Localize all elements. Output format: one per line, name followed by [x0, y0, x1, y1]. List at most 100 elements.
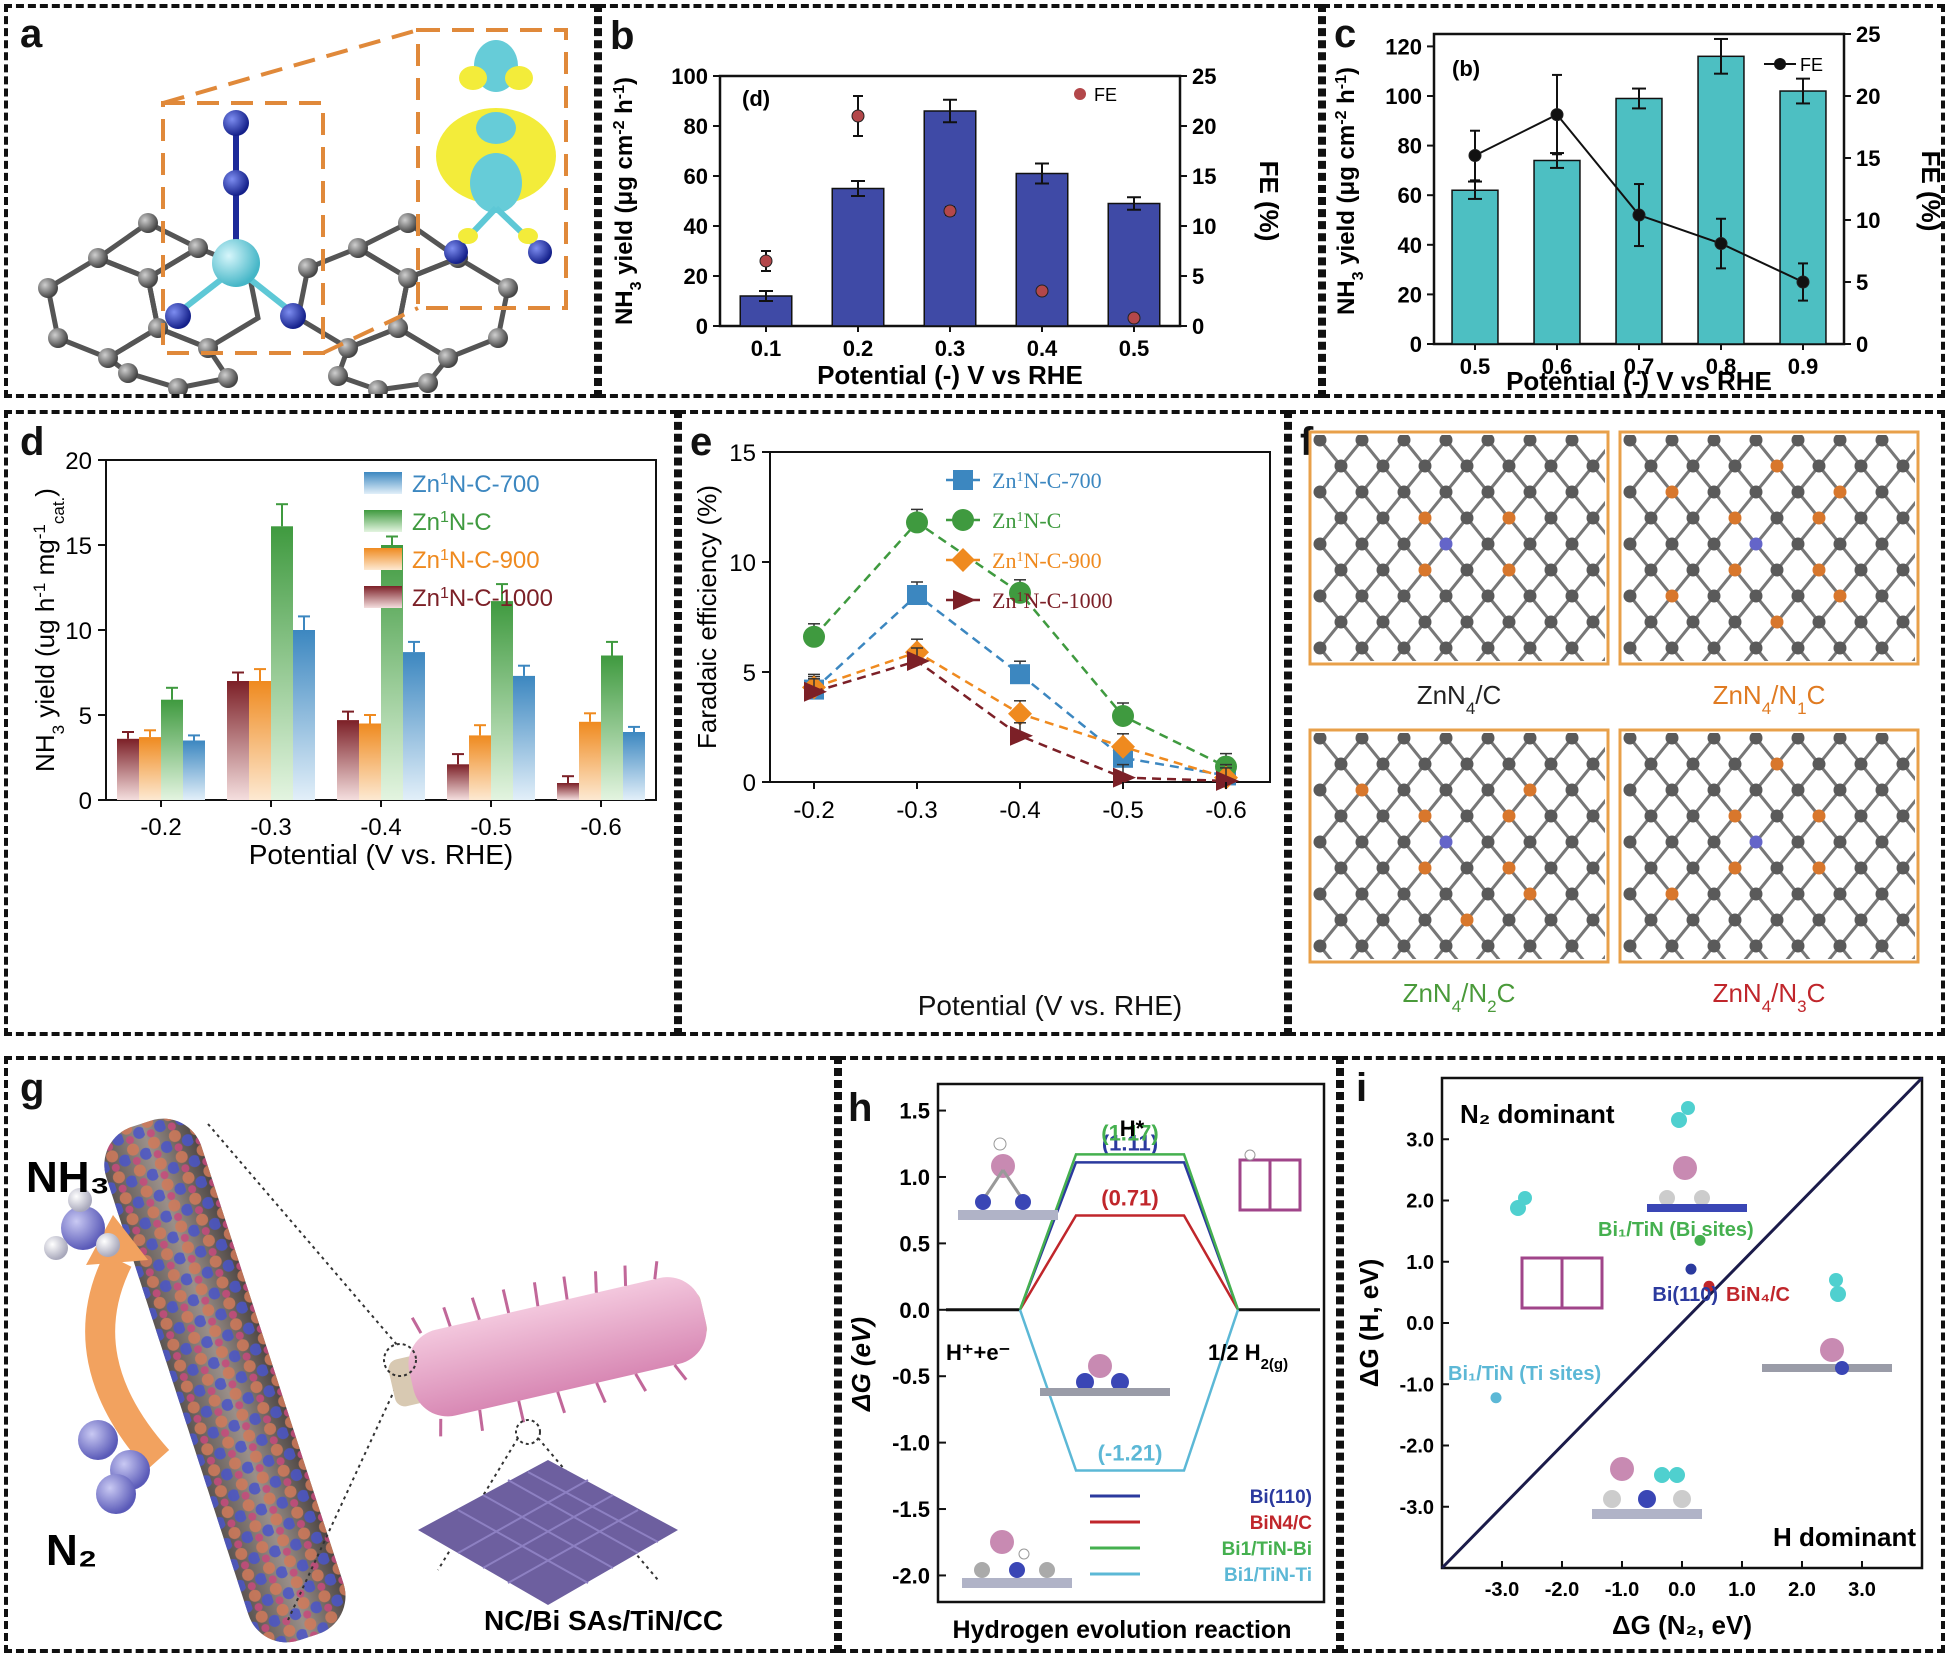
- c-atom: [1645, 966, 1658, 979]
- label-bitin-bi: Bi₁/TiN (Bi sites): [1598, 1219, 1754, 1241]
- zn-atom: [1749, 835, 1763, 849]
- label-bi110: Bi(110): [1652, 1284, 1718, 1306]
- x-tick-label: 0.9: [1788, 354, 1819, 379]
- c-atom: [1461, 668, 1474, 681]
- c-atom: [1334, 459, 1348, 473]
- h-atom: [1671, 1112, 1687, 1128]
- c-atom: [1665, 939, 1679, 953]
- c-atom: [1749, 485, 1763, 499]
- n-atom: [1812, 563, 1826, 577]
- panel-label-a: a: [20, 12, 43, 56]
- c-atom: [1896, 913, 1910, 927]
- c-atom: [1749, 435, 1763, 447]
- c-atom: [1791, 939, 1805, 953]
- c-atom: [1939, 810, 1944, 823]
- c-atom: [1644, 615, 1658, 629]
- x-tick-label: 0.0: [1668, 1579, 1696, 1601]
- bond: [1924, 518, 1943, 544]
- c-atom: [1770, 809, 1784, 823]
- c-atom: [1623, 641, 1637, 655]
- bar: [469, 735, 491, 800]
- c-atom: [1665, 835, 1679, 849]
- y-tick-label: 0: [696, 314, 708, 339]
- y-tick-label: -2.0: [1400, 1436, 1434, 1458]
- c-atom: [1544, 615, 1558, 629]
- bar: [447, 764, 469, 800]
- c-atom: [1833, 537, 1847, 551]
- x-tick-label: -0.6: [1205, 797, 1246, 824]
- c-atom: [1334, 861, 1348, 875]
- c-atom: [1855, 668, 1868, 681]
- c-atom: [1313, 641, 1327, 655]
- c-atom: [1502, 757, 1516, 771]
- y2-tick-label: 15: [1192, 164, 1216, 189]
- y-tick-label: 80: [1398, 134, 1422, 159]
- legend-marker: [1074, 88, 1086, 100]
- c-atom: [1686, 757, 1700, 771]
- c-atom: [1376, 615, 1390, 629]
- c-atom: [1812, 757, 1826, 771]
- c-atom: [1896, 615, 1910, 629]
- c-atom: [1854, 861, 1868, 875]
- x-tick-label: -0.2: [140, 814, 181, 841]
- c-atom: [1812, 459, 1826, 473]
- c-atom: [1587, 966, 1600, 979]
- c-atom: [1586, 809, 1600, 823]
- c-atom: [1875, 783, 1889, 797]
- x-tick-label: -0.3: [896, 797, 937, 824]
- bar: [161, 699, 183, 800]
- c-atom: [1419, 966, 1432, 979]
- h-atom: [1829, 1273, 1843, 1287]
- c-atom: [1586, 615, 1600, 629]
- c-atom: [1439, 589, 1453, 603]
- fe-point: [1714, 237, 1728, 251]
- legend-label: FE: [1800, 55, 1823, 75]
- c-atom: [1355, 641, 1369, 655]
- c-atom: [1523, 435, 1537, 447]
- c-atom: [1481, 435, 1495, 447]
- c-atom: [1855, 966, 1868, 979]
- panel-i: [1340, 1056, 1945, 1653]
- molecule-right: [1762, 1338, 1892, 1375]
- c-atom: [1875, 641, 1889, 655]
- c-atom: [1707, 783, 1721, 797]
- n-atom: [1418, 563, 1432, 577]
- nh3-label: NH₃: [26, 1153, 110, 1202]
- c-atom: [1833, 783, 1847, 797]
- y-tick-label: -1.0: [892, 1431, 930, 1456]
- c-atom: [1439, 435, 1453, 447]
- y-tick-label: 1.0: [1406, 1252, 1434, 1274]
- c-atom: [1707, 435, 1721, 447]
- bar: [249, 681, 271, 800]
- c-atom: [1397, 939, 1411, 953]
- c-atom: [1503, 966, 1516, 979]
- y-tick-label: 20: [1398, 282, 1422, 307]
- molecule-bottom: [1592, 1457, 1702, 1519]
- c-atom: [1355, 537, 1369, 551]
- c-atom: [1833, 887, 1847, 901]
- c-atom: [1565, 783, 1579, 797]
- bond: [1924, 648, 1943, 674]
- c-atom: [1833, 641, 1847, 655]
- c-atom: [1544, 511, 1558, 525]
- structure-label: ZnN4/N1C: [1713, 680, 1826, 718]
- c-atom: [1728, 913, 1742, 927]
- n-atom: [1833, 589, 1847, 603]
- c-atom: [1770, 563, 1784, 577]
- c-atom: [1418, 913, 1432, 927]
- y2-tick-label: 20: [1856, 84, 1880, 109]
- c-atom: [1749, 589, 1763, 603]
- x-tick-label: -0.5: [1102, 797, 1143, 824]
- panel-c-chart: 0 20 40 60 80 100 120 0 5 10 15 20 25 0.5 0.6 0.7 0.8 0.…: [1333, 22, 1944, 396]
- c-atom: [1460, 511, 1474, 525]
- bar: [227, 681, 249, 800]
- y-tick-label: -1.0: [1400, 1374, 1434, 1396]
- c-atom: [1334, 563, 1348, 577]
- energy-value: (1.17): [1101, 1120, 1158, 1145]
- n-atom: [1460, 913, 1474, 927]
- c-atom: [1397, 589, 1411, 603]
- inner-label: (b): [1452, 56, 1480, 81]
- zoom-circle-cloth: [515, 1419, 541, 1445]
- c-atom: [1460, 809, 1474, 823]
- x-tick-label: 0.8: [1706, 354, 1737, 379]
